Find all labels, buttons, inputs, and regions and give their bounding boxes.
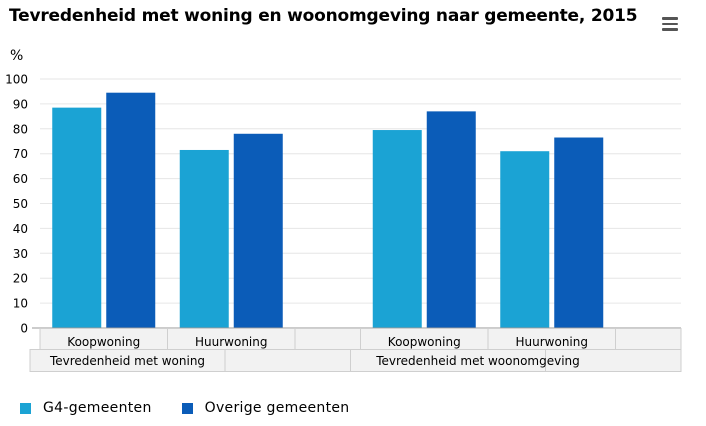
bar-overige-gemeenten xyxy=(426,111,476,329)
y-tick-label: 30 xyxy=(13,247,28,261)
group-label: Tevredenheid met woning xyxy=(49,354,205,368)
category-cell-empty xyxy=(294,328,361,350)
chart-title: Tevredenheid met woning en woonomgeving … xyxy=(9,6,638,26)
y-tick-label: 100 xyxy=(5,73,28,87)
bar-overige-gemeenten xyxy=(106,92,156,328)
x-tick-label: Huurwoning xyxy=(516,335,589,349)
category-cell-empty xyxy=(615,328,682,350)
legend-label: Overige gemeenten xyxy=(204,400,350,416)
bar-g4-gemeenten xyxy=(500,151,550,328)
x-tick-label: Koopwoning xyxy=(67,335,140,349)
y-tick-label: 90 xyxy=(13,97,28,111)
group-cell-empty xyxy=(224,349,361,372)
y-tick-label: 50 xyxy=(13,197,28,211)
bar-overige-gemeenten xyxy=(233,133,283,328)
y-tick-label: 40 xyxy=(13,222,28,236)
legend-swatch xyxy=(20,402,31,414)
y-tick-label: 20 xyxy=(13,272,28,286)
legend-item[interactable]: G4-gemeenten xyxy=(20,400,152,416)
bar-g4-gemeenten xyxy=(372,130,422,328)
bar-g4-gemeenten xyxy=(179,149,229,328)
legend-swatch xyxy=(181,402,193,414)
y-unit-label: % xyxy=(10,48,24,64)
legend: G4-gemeenten Overige gemeenten xyxy=(20,400,379,416)
y-tick-label: 0 xyxy=(20,322,28,336)
y-tick-label: 80 xyxy=(13,122,28,136)
x-tick-label: Huurwoning xyxy=(195,335,268,349)
menu-icon[interactable] xyxy=(662,17,678,31)
y-tick-label: 70 xyxy=(13,147,28,161)
legend-label: G4-gemeenten xyxy=(43,400,152,416)
x-tick-label: Koopwoning xyxy=(388,335,461,349)
legend-item[interactable]: Overige gemeenten xyxy=(181,400,350,416)
bar-overige-gemeenten xyxy=(554,137,604,328)
bar-g4-gemeenten xyxy=(52,107,102,328)
group-cell-empty xyxy=(545,349,682,372)
y-tick-label: 10 xyxy=(13,297,28,311)
y-tick-label: 60 xyxy=(13,172,28,186)
group-label: Tevredenheid met woonomgeving xyxy=(375,354,580,368)
